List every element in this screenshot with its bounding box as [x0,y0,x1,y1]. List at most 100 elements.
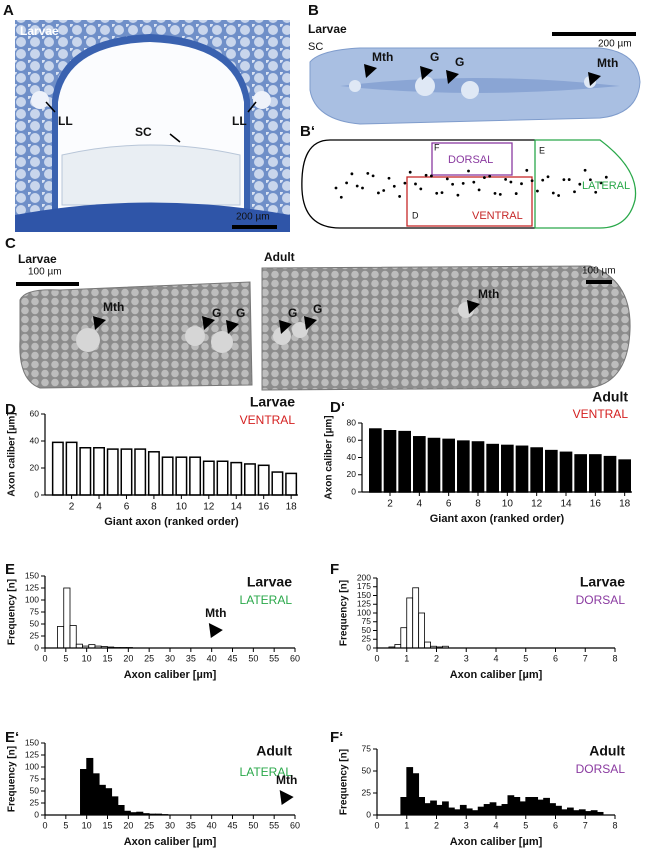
chart-title: Adult [256,743,292,759]
bar [572,810,580,816]
dot [398,195,401,198]
dot [408,170,412,174]
annotation: G [236,306,245,320]
x-tick-label: 4 [417,499,423,510]
x-tick-label: 40 [207,653,217,663]
bar [369,428,382,493]
bar [442,438,455,493]
x-tick-label: 5 [523,653,528,663]
annotation-arrow [208,623,223,638]
x-tick-label: 15 [102,653,112,663]
x-tick-label: 12 [531,499,543,510]
bar [65,441,78,496]
dot [419,187,423,191]
bar [574,454,587,493]
bar [257,464,270,496]
y-tick-label: 0 [34,809,39,819]
region-letter: D [412,210,419,220]
x-tick-label: 6 [553,820,558,830]
y-tick-label: 75 [362,616,372,626]
x-tick-label: 5 [523,820,528,830]
bar [424,641,431,649]
panel-label: A [3,2,14,19]
y-tick-label: 75 [30,773,40,783]
bar [175,456,188,496]
bar [147,451,160,496]
chart-title: Larvae [250,394,295,410]
x-tick-label: 10 [502,499,514,510]
annotation: G [313,302,322,316]
bar [161,456,174,496]
x-tick-label: 14 [560,499,572,510]
y-tick-label: 25 [362,787,372,797]
dot [599,181,603,185]
annotation: SC [135,125,152,139]
x-tick-label: 0 [374,820,379,830]
x-tick-label: 4 [493,653,498,663]
bar [453,809,461,816]
panel-label: C [5,235,16,252]
bar [589,454,602,493]
y-tick-label: 0 [366,809,371,819]
x-tick-label: 3 [464,653,469,663]
panel-label: D [5,401,16,418]
dot [392,184,396,188]
bar [590,810,598,816]
bar [418,612,425,649]
x-axis-label: Axon caliber [µm] [450,836,543,848]
dot [366,172,370,175]
annotation: G [455,55,464,69]
annotation: G [430,50,439,64]
bar [519,801,527,816]
x-tick-label: 4 [96,502,102,513]
bar [383,430,397,493]
bar [57,626,65,649]
bar [412,773,420,816]
x-tick-label: 5 [63,653,68,663]
y-tick-label: 40 [30,435,40,445]
bar [79,447,92,496]
bar [398,430,411,493]
y-tick-label: 25 [30,797,40,807]
dot [551,191,555,195]
y-tick-label: 50 [362,765,372,775]
bar [559,451,573,493]
y-tick-label: 150 [25,737,39,747]
dot [361,186,364,190]
x-tick-label: 8 [475,499,481,510]
chart-subtitle: DORSAL [576,762,626,776]
annotation: Mth [372,50,393,64]
panel-label: E‘ [5,729,19,746]
bar [430,800,437,816]
scale-label: 100 µm [582,266,616,277]
bar [111,796,119,816]
dot [345,181,348,185]
dot [493,191,497,195]
y-tick-label: 100 [25,761,39,771]
bar [412,587,420,649]
bar [134,448,147,496]
x-tick-label: 18 [619,499,631,510]
y-tick-label: 175 [357,581,371,591]
axon-dots [334,168,608,199]
micrograph-a [15,20,290,232]
dot [403,181,407,185]
sample-label: Larvae [20,24,59,38]
dot [530,179,534,183]
x-axis-label: Axon caliber [µm] [124,836,217,848]
bar [63,587,71,649]
sample-label: Larvae [308,22,347,36]
schematic [301,139,637,229]
x-tick-label: 35 [186,653,196,663]
dot [334,186,338,190]
x-tick-label: 0 [42,653,47,663]
bar [507,795,515,816]
bar [80,769,88,816]
y-tick-label: 100 [357,607,371,617]
dot [562,178,566,182]
bar [459,804,467,816]
x-tick-label: 8 [612,820,617,830]
x-axis-label: Axon caliber [µm] [124,669,217,681]
